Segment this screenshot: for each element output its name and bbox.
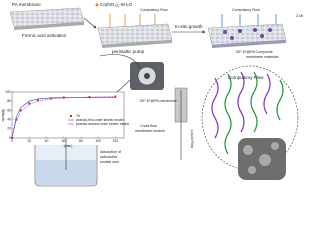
label: membrane module	[135, 129, 165, 133]
fit-line	[11, 97, 116, 139]
data-point	[114, 95, 117, 98]
label: Compulsory Flow	[140, 8, 168, 12]
activated-membrane-sheet	[97, 14, 173, 48]
label: Liquid Flow	[190, 130, 194, 149]
y-tick-label: 40	[7, 117, 11, 121]
x-tick-label: 100	[95, 139, 101, 143]
legend-label: pseudo-second-order kinetic model	[76, 122, 129, 126]
label: Co(NO₃)₂·6H₂O	[100, 2, 133, 7]
x-tick-label: 40	[45, 139, 49, 143]
arrow	[83, 17, 97, 29]
label: Compulsory Flow	[232, 8, 260, 12]
data-point	[15, 118, 18, 121]
y-tick-label: 0	[9, 136, 11, 140]
pa-membrane-sheet	[9, 7, 85, 30]
y-tick-label: 80	[7, 99, 11, 103]
fit-line	[11, 96, 116, 139]
x-tick-label: 80	[79, 139, 83, 143]
label: ZIF-67@PA Composite	[236, 50, 273, 54]
graphical-abstract: PA membrane Formic acid activation Co(NO…	[1, 2, 303, 187]
x-axis-title: t(min)	[64, 144, 73, 148]
composite-membrane-sheet	[207, 14, 287, 48]
label: In-situ growth	[175, 24, 203, 29]
label: PA membrane	[12, 2, 41, 7]
y-axis-title: qt(mg/g)	[1, 109, 5, 122]
label: peristaltic pump	[112, 49, 145, 54]
peristaltic-pump	[99, 54, 164, 90]
label: nuclide ions	[100, 160, 119, 164]
icon	[95, 3, 99, 7]
label: radioactive	[100, 155, 117, 159]
legend-label: pseudo-first-order kinetic model	[76, 118, 124, 122]
data-point	[36, 99, 39, 102]
legend-label: Th	[76, 114, 80, 118]
x-tick-label: 20	[27, 139, 31, 143]
label: Cross flow	[140, 124, 157, 128]
y-tick-label: 100	[5, 90, 11, 94]
plot-frame	[11, 91, 125, 139]
y-tick-label: 60	[7, 108, 11, 112]
data-point	[19, 109, 22, 112]
x-tick-label: 120	[113, 139, 119, 143]
cross-flow-module	[174, 87, 188, 160]
label: ZIF-67@PA membrane	[140, 99, 177, 103]
legend-swatch	[70, 115, 72, 117]
label: Formic acid activation	[22, 33, 67, 38]
label: Compulsory Flow	[228, 75, 264, 80]
zoom-circle	[201, 65, 299, 180]
label: 2-MI	[296, 14, 303, 18]
x-tick-label: 0	[11, 139, 13, 143]
label: membrane materials	[246, 55, 279, 59]
y-tick-label: 20	[7, 127, 11, 131]
data-point	[28, 102, 31, 105]
x-tick-label: 60	[62, 139, 66, 143]
label: Adsorption of	[100, 150, 121, 154]
data-point	[49, 97, 52, 100]
